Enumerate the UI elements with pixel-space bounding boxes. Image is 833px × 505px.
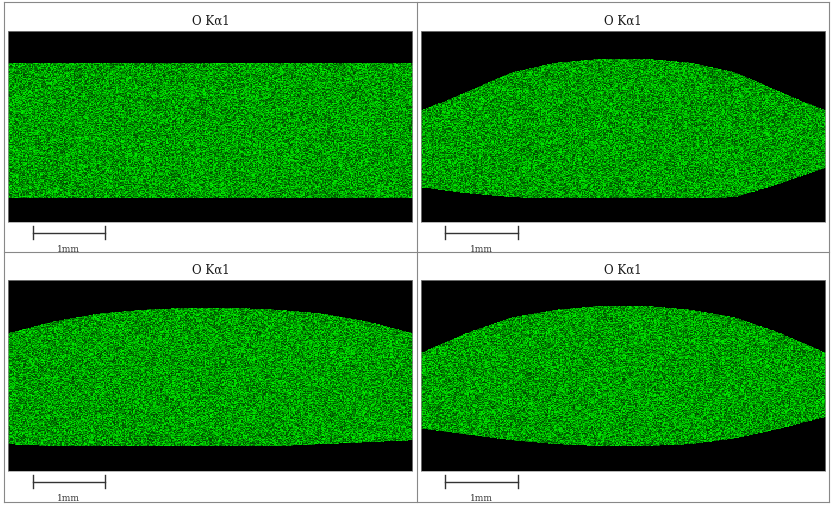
Text: 1mm: 1mm: [470, 244, 492, 254]
Text: O Kα1: O Kα1: [604, 263, 641, 276]
Text: 1mm: 1mm: [57, 244, 81, 254]
Text: 1mm: 1mm: [57, 493, 81, 502]
Text: O Kα1: O Kα1: [192, 15, 229, 27]
Text: 1mm: 1mm: [470, 493, 492, 502]
Text: O Kα1: O Kα1: [192, 263, 229, 276]
Text: O Kα1: O Kα1: [604, 15, 641, 27]
